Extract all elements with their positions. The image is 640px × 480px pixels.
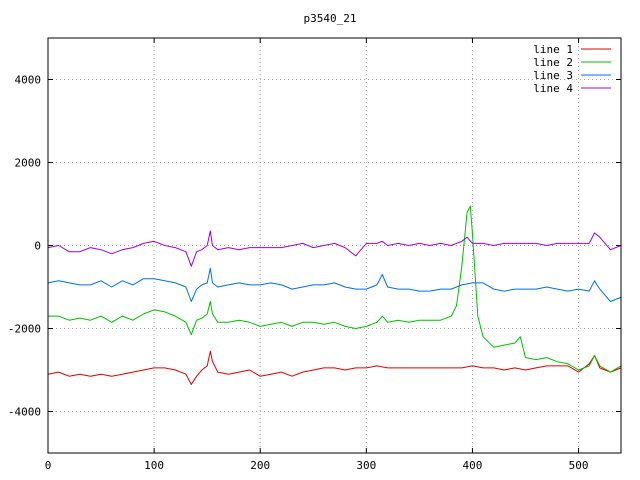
x-tick-label: 0 xyxy=(45,459,52,472)
x-tick-label: 500 xyxy=(569,459,589,472)
legend-label-3: line 3 xyxy=(533,69,573,82)
series-layer xyxy=(47,205,622,385)
series-line-2 xyxy=(48,205,622,373)
axis-labels: 0 100 200 300 400 500 -4000 -2000 0 2000 4000 xyxy=(8,74,589,473)
chart-title: p3540_21 xyxy=(304,12,357,25)
grid xyxy=(47,38,621,453)
legend-label-1: line 1 xyxy=(533,43,573,56)
legend-label-4: line 4 xyxy=(533,82,573,95)
y-tick-label: -4000 xyxy=(8,406,41,419)
series-line-3 xyxy=(47,267,622,302)
y-tick-label: -2000 xyxy=(8,323,41,336)
series-line-1 xyxy=(47,350,622,385)
y-tick-label: 2000 xyxy=(15,157,42,170)
x-tick-label: 300 xyxy=(356,459,376,472)
plot-frame xyxy=(47,37,622,454)
series-line-4 xyxy=(47,230,622,267)
y-tick-label: 4000 xyxy=(15,74,42,87)
x-tick-label: 100 xyxy=(144,459,164,472)
x-tick-label: 200 xyxy=(250,459,270,472)
x-tick-label: 400 xyxy=(463,459,483,472)
y-tick-label: 0 xyxy=(34,240,41,253)
legend-label-2: line 2 xyxy=(533,56,573,69)
